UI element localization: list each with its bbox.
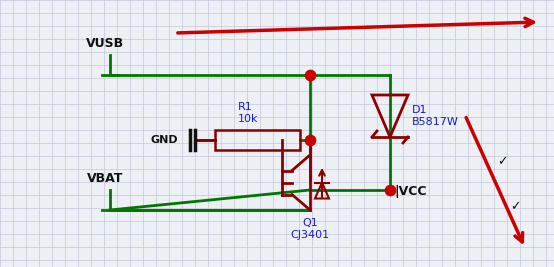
Text: GND: GND [150, 135, 178, 145]
Text: |VCC: |VCC [394, 186, 427, 198]
Text: Q1
CJ3401: Q1 CJ3401 [290, 218, 330, 239]
Text: ✓: ✓ [497, 155, 507, 168]
Text: VUSB: VUSB [86, 37, 124, 50]
Text: R1
10k: R1 10k [238, 102, 258, 124]
Text: D1
B5817W: D1 B5817W [412, 105, 459, 127]
Text: VBAT: VBAT [87, 172, 123, 185]
Point [386, 188, 394, 192]
Point [306, 73, 315, 77]
Text: ✓: ✓ [510, 200, 521, 213]
Point [306, 138, 315, 142]
